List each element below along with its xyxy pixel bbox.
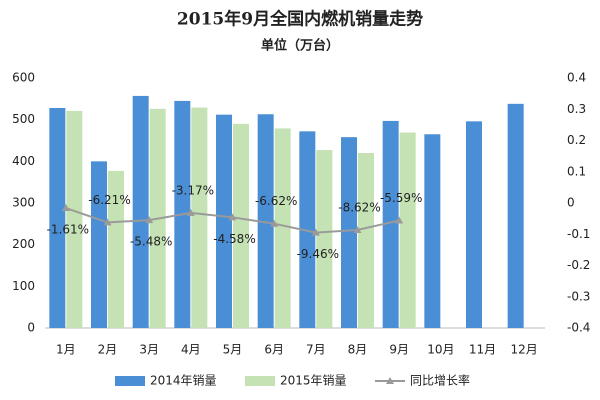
legend-swatch (386, 377, 394, 384)
x-tick-label: 6月 (264, 343, 284, 357)
y2-tick-label: 0.2 (567, 133, 586, 147)
x-tick-label: 5月 (223, 343, 243, 357)
x-tick-label: 2月 (98, 343, 118, 357)
bar (341, 137, 357, 328)
x-tick-label: 1月 (56, 343, 76, 357)
legend-swatch (245, 376, 275, 386)
bar (216, 114, 232, 329)
data-label: -1.61% (47, 223, 89, 237)
y2-tick-label: -0.3 (567, 289, 590, 303)
line-marker (103, 218, 112, 226)
x-tick-label: 12月 (511, 343, 538, 357)
x-tick-label: 11月 (469, 343, 496, 357)
bar (91, 161, 107, 328)
x-tick-label: 8月 (348, 343, 368, 357)
line-marker (61, 204, 70, 212)
legend-label: 2015年销量 (280, 374, 347, 388)
line-marker (145, 216, 154, 224)
y-tick-label: 600 (12, 71, 35, 85)
bar (49, 108, 66, 328)
bar (257, 114, 274, 328)
legend-label: 同比增长率 (410, 373, 470, 388)
bar (132, 95, 149, 329)
y-tick-label: 0 (27, 321, 35, 335)
data-label: -4.58% (213, 232, 255, 246)
line-marker (186, 208, 195, 216)
data-label: -6.21% (88, 193, 130, 207)
y2-tick-label: -0.4 (567, 321, 590, 335)
bar (191, 107, 208, 328)
y2-tick-label: 0.3 (567, 102, 586, 116)
line-marker (270, 219, 279, 227)
y2-tick-label: 0 (567, 196, 575, 210)
data-label: -9.46% (297, 247, 339, 261)
bar (507, 103, 524, 328)
bar (399, 132, 416, 328)
bar (299, 131, 316, 328)
bar (382, 120, 399, 329)
x-tick-label: 9月 (389, 343, 409, 357)
y-tick-label: 300 (12, 196, 35, 210)
y2-tick-label: 0.1 (567, 164, 586, 178)
y-tick-label: 200 (12, 237, 35, 251)
data-label: -3.17% (172, 183, 214, 197)
data-label: -8.62% (338, 200, 380, 214)
x-tick-label: 10月 (427, 343, 454, 357)
y2-tick-label: 0.4 (567, 71, 586, 85)
bar (316, 150, 333, 328)
bar (108, 170, 124, 328)
y-tick-label: 100 (12, 279, 35, 293)
data-label: -5.48% (130, 235, 172, 249)
bar (466, 121, 482, 328)
data-label: -5.59% (380, 191, 422, 205)
legend-label: 2014年销量 (150, 374, 217, 388)
data-label: -6.62% (255, 194, 297, 208)
y-tick-label: 400 (12, 154, 35, 168)
legend-swatch (115, 376, 145, 386)
bar (358, 153, 374, 328)
line-marker (353, 225, 362, 233)
line-marker (311, 228, 320, 236)
bar (424, 134, 441, 328)
chart-title: 2015年9月全国内燃机销量走势 (177, 9, 423, 30)
x-tick-label: 7月 (306, 343, 326, 357)
y-tick-label: 500 (12, 112, 35, 126)
chart-subtitle: 单位（万台） (261, 38, 339, 54)
line-marker (395, 216, 404, 224)
y2-tick-label: -0.2 (567, 258, 590, 272)
x-tick-label: 4月 (181, 343, 201, 357)
line-marker (228, 213, 237, 221)
bar (66, 110, 83, 329)
bar (233, 123, 249, 328)
bar (274, 128, 291, 328)
y2-tick-label: -0.1 (567, 227, 590, 241)
x-tick-label: 3月 (139, 343, 159, 357)
